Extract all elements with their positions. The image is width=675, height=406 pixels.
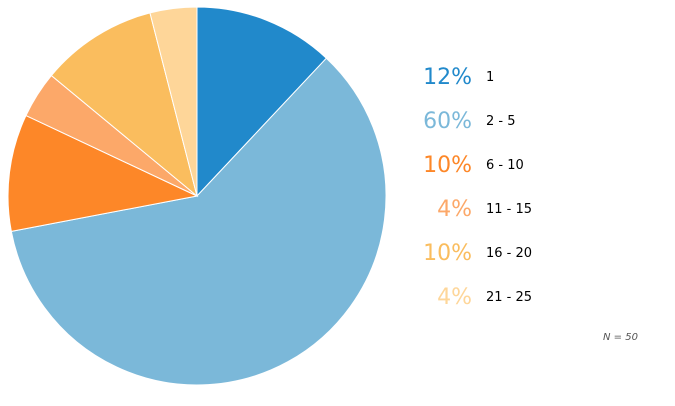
legend-percent: 4%: [437, 197, 472, 222]
legend-item: 12% 1: [405, 56, 665, 100]
legend-label: 2 - 5: [486, 114, 516, 129]
pie-slice-3: [7, 114, 199, 233]
legend-item: 4% 21 - 25: [405, 276, 665, 320]
pie-slice-1: [196, 6, 328, 198]
pie-slice-6: [149, 6, 198, 197]
legend-percent: 60%: [423, 109, 472, 134]
pie-slice-5: [50, 12, 198, 198]
legend-percent: 10%: [423, 153, 472, 178]
pie-slice-2: [10, 57, 387, 386]
legend-item: 10% 6 - 10: [405, 144, 665, 188]
legend: 12% 1 60% 2 - 5 10% 6 - 10 4% 11 - 15 10% 16 - 20…: [405, 56, 665, 320]
legend-label: 6 - 10: [486, 158, 524, 173]
legend-percent: 12%: [423, 65, 472, 90]
pie-chart: [7, 6, 387, 386]
sample-size-note: N = 50: [603, 332, 638, 343]
legend-label: 21 - 25: [486, 290, 533, 305]
legend-item: 60% 2 - 5: [405, 100, 665, 144]
legend-percent: 4%: [437, 285, 472, 310]
legend-item: 4% 11 - 15: [405, 188, 665, 232]
legend-percent: 10%: [423, 241, 472, 266]
legend-item: 10% 16 - 20: [405, 232, 665, 276]
legend-label: 11 - 15: [486, 202, 533, 217]
legend-label: 1: [486, 70, 495, 85]
legend-label: 16 - 20: [486, 246, 533, 261]
